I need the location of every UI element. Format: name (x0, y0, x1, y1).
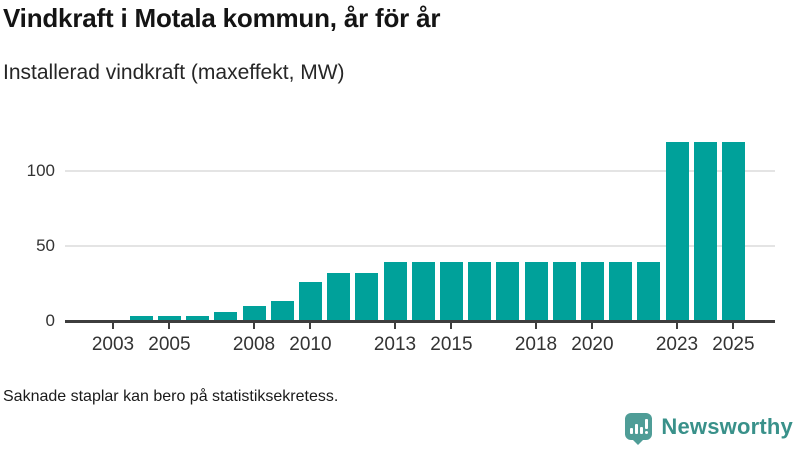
chart-bar (157, 316, 181, 321)
chart-bar (270, 301, 294, 321)
chart-bar (411, 262, 435, 321)
chart-bar (496, 262, 520, 321)
y-axis-label: 0 (45, 311, 55, 330)
logo-mini-bar (640, 427, 644, 434)
x-axis-tick (676, 323, 678, 329)
x-axis-tick (253, 323, 255, 329)
x-axis-tick (309, 323, 312, 329)
logo-exclamation-bar (645, 419, 649, 429)
footnote-missing-bars: Saknade staplar kan bero på statistiksek… (3, 388, 339, 405)
gridline-50 (65, 244, 775, 247)
x-axis-line (65, 320, 775, 323)
chart-bar (665, 141, 689, 321)
x-axis-label: 2008 (232, 334, 276, 355)
x-axis-label: 2025 (712, 334, 755, 355)
chart-bar (355, 272, 379, 321)
chart-bar (524, 262, 548, 321)
x-axis-label: 2013 (373, 334, 417, 355)
logo-mini-bar (630, 428, 634, 434)
x-axis-label: 2020 (571, 334, 614, 355)
newsworthy-logo-text: Newsworthy (661, 413, 793, 439)
chart-bar (609, 262, 633, 321)
x-axis-tick (535, 323, 537, 329)
chart-bar (383, 262, 407, 321)
y-axis-label: 100 (26, 160, 55, 180)
x-axis-label: 2015 (430, 334, 473, 355)
x-axis-label: 2023 (655, 334, 699, 355)
logo-mini-bar (635, 424, 639, 434)
chart-bar (327, 272, 351, 321)
x-axis-tick (394, 323, 396, 329)
x-axis-tick (168, 323, 171, 329)
chart-bar (637, 262, 661, 321)
gridline-100 (65, 169, 775, 172)
chart-bar (439, 262, 463, 321)
chart-bar (242, 305, 266, 321)
chart-bar (468, 262, 492, 321)
x-axis-tick (591, 323, 594, 329)
x-axis-label: 2005 (148, 334, 191, 355)
y-axis-label: 50 (36, 235, 55, 255)
chart-bar (129, 316, 153, 321)
x-axis-label: 2018 (514, 334, 558, 355)
chart-bar (693, 141, 717, 321)
newsworthy-bar-chart-speech-bubble-icon (625, 413, 653, 445)
chart-bar (214, 311, 238, 321)
logo-exclamation-dot (645, 431, 649, 434)
x-axis-label: 2003 (91, 334, 135, 355)
chart-bar (186, 316, 210, 321)
x-axis-tick (450, 323, 453, 329)
chart-title: Vindkraft i Motala kommun, år för år (3, 3, 441, 33)
chart-bar (298, 281, 322, 321)
chart-bar (580, 262, 604, 321)
chart-bar (721, 141, 745, 321)
chart-bar (552, 262, 576, 321)
x-axis-tick (112, 323, 114, 329)
x-axis-tick (732, 323, 735, 329)
x-axis-label: 2010 (289, 334, 332, 355)
newsworthy-logo: Newsworthy (625, 413, 793, 445)
chart-subtitle: Installerad vindkraft (maxeffekt, MW) (3, 61, 345, 84)
